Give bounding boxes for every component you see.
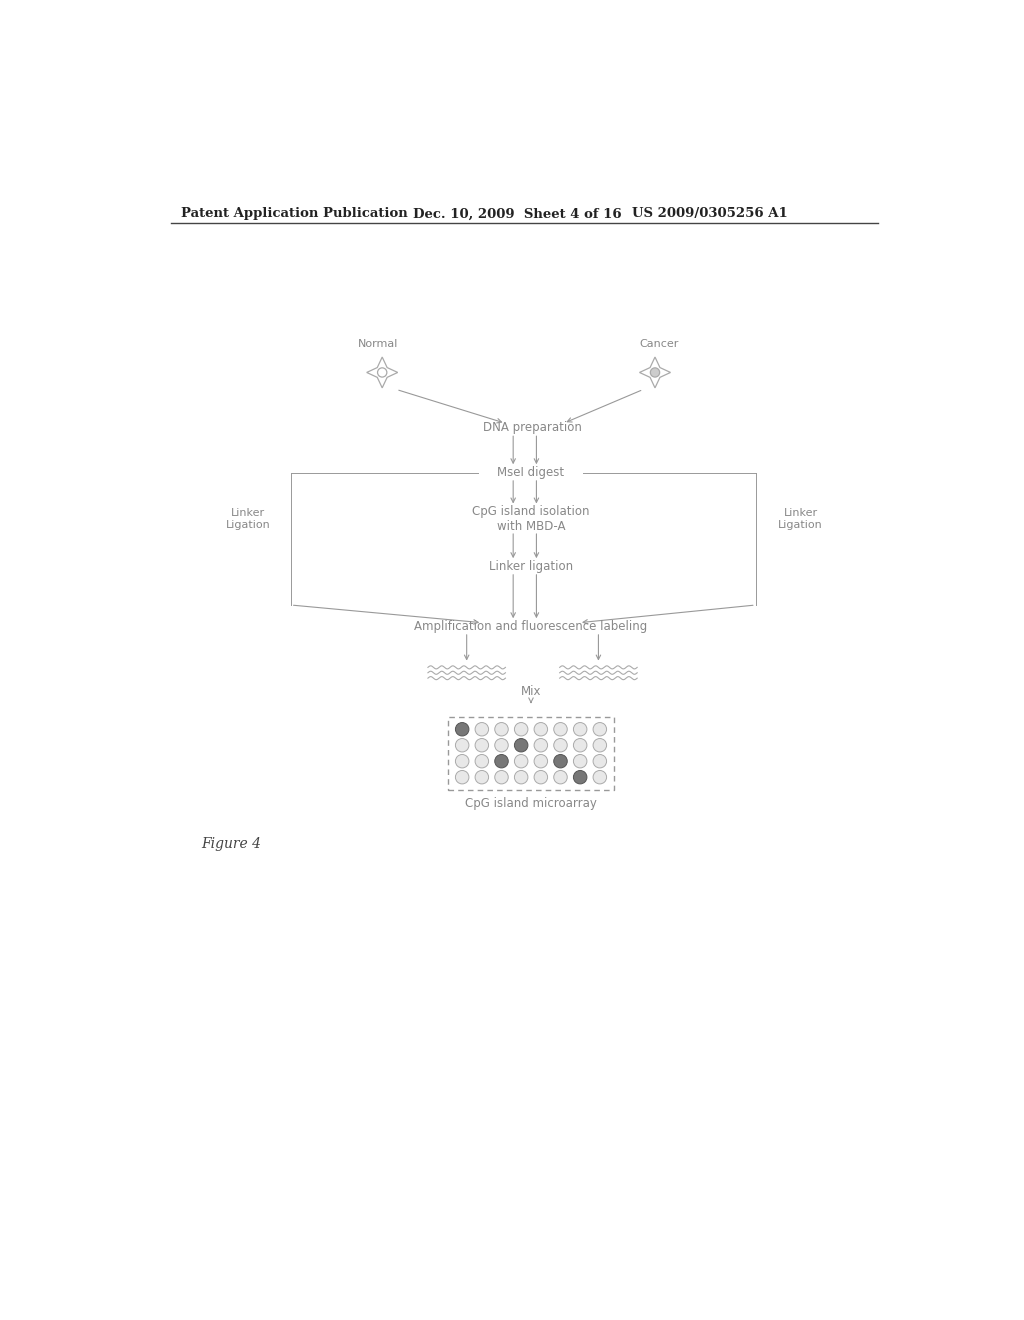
Text: Amplification and fluorescence labeling: Amplification and fluorescence labeling	[415, 620, 647, 634]
Circle shape	[573, 755, 587, 768]
Circle shape	[650, 368, 659, 378]
Circle shape	[554, 722, 567, 737]
Text: Patent Application Publication: Patent Application Publication	[180, 207, 408, 220]
Text: Linker
Ligation: Linker Ligation	[778, 508, 823, 529]
Text: Mix: Mix	[521, 685, 542, 698]
Circle shape	[573, 738, 587, 752]
Circle shape	[593, 771, 606, 784]
Circle shape	[456, 771, 469, 784]
Circle shape	[514, 755, 528, 768]
Circle shape	[554, 738, 567, 752]
Text: CpG island microarray: CpG island microarray	[465, 797, 597, 810]
Circle shape	[456, 738, 469, 752]
Circle shape	[475, 755, 488, 768]
Text: US 2009/0305256 A1: US 2009/0305256 A1	[632, 207, 787, 220]
Circle shape	[535, 722, 548, 737]
Circle shape	[475, 738, 488, 752]
Circle shape	[593, 755, 606, 768]
Circle shape	[593, 738, 606, 752]
Text: Normal: Normal	[358, 339, 398, 350]
Text: Dec. 10, 2009  Sheet 4 of 16: Dec. 10, 2009 Sheet 4 of 16	[414, 207, 622, 220]
Circle shape	[456, 722, 469, 737]
Circle shape	[475, 771, 488, 784]
Circle shape	[495, 722, 508, 737]
Circle shape	[535, 771, 548, 784]
Circle shape	[535, 755, 548, 768]
Circle shape	[495, 755, 508, 768]
Text: Linker ligation: Linker ligation	[488, 560, 573, 573]
Circle shape	[495, 738, 508, 752]
Text: Linker
Ligation: Linker Ligation	[225, 508, 270, 529]
Circle shape	[514, 722, 528, 737]
Circle shape	[554, 771, 567, 784]
Bar	[447, 717, 614, 789]
Circle shape	[475, 722, 488, 737]
Circle shape	[495, 771, 508, 784]
Text: Figure 4: Figure 4	[202, 837, 261, 850]
Text: MseI digest: MseI digest	[498, 466, 564, 479]
Circle shape	[456, 755, 469, 768]
Text: DNA preparation: DNA preparation	[483, 421, 582, 434]
Circle shape	[554, 755, 567, 768]
Circle shape	[573, 722, 587, 737]
Text: Cancer: Cancer	[639, 339, 679, 350]
Circle shape	[573, 771, 587, 784]
Text: CpG island isolation
with MBD-A: CpG island isolation with MBD-A	[472, 504, 590, 533]
Circle shape	[514, 771, 528, 784]
Circle shape	[593, 722, 606, 737]
Circle shape	[535, 738, 548, 752]
Circle shape	[514, 738, 528, 752]
